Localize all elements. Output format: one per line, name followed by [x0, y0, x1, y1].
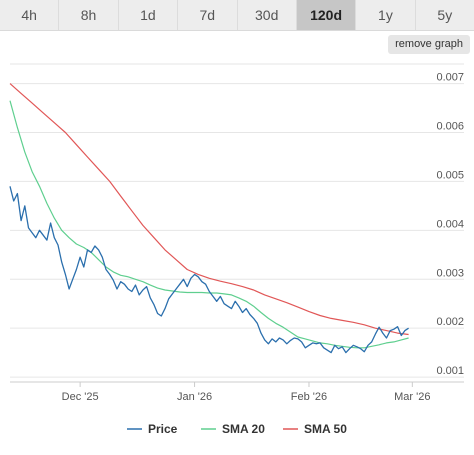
- remove-graph-button[interactable]: remove graph: [388, 35, 470, 54]
- y-tick-label: 0.005: [436, 169, 464, 181]
- legend-label: SMA 50: [304, 422, 347, 436]
- time-range-selector: 4h 8h 1d 7d 30d 120d 1y 5y: [0, 0, 474, 31]
- series-line-sma-50: [9, 83, 409, 336]
- y-tick-label: 0.002: [436, 316, 464, 328]
- legend-label: Price: [148, 422, 178, 436]
- y-tick-label: 0.006: [436, 120, 464, 132]
- legend-label: SMA 20: [222, 422, 265, 436]
- range-button-5y[interactable]: 5y: [437, 7, 453, 23]
- y-tick-label: 0.007: [436, 72, 464, 84]
- legend-item-sma-50[interactable]: SMA 50: [283, 422, 347, 436]
- range-button-120d[interactable]: 120d: [296, 0, 357, 30]
- y-tick-label: 0.004: [436, 218, 464, 230]
- x-tick-label: Mar '26: [394, 391, 430, 403]
- y-axis: 0.001 0.002 0.003 0.004 0.005 0.006 0.007: [436, 72, 464, 378]
- range-button-7d[interactable]: 7d: [178, 0, 238, 30]
- range-button-1y[interactable]: 1y: [356, 0, 416, 30]
- range-button-30d[interactable]: 30d: [238, 0, 297, 30]
- legend-item-sma-20[interactable]: SMA 20: [201, 422, 265, 436]
- x-axis: Dec '25 Jan '26 Feb '26 Mar '26: [62, 382, 430, 403]
- x-tick-label: Feb '26: [291, 391, 327, 403]
- range-button-8h[interactable]: 8h: [59, 0, 119, 30]
- range-button-4h[interactable]: 4h: [0, 0, 60, 30]
- range-button-1d[interactable]: 1d: [119, 0, 179, 30]
- y-tick-label: 0.001: [436, 365, 464, 377]
- x-tick-label: Jan '26: [177, 391, 212, 403]
- series-lines: [9, 83, 409, 354]
- y-tick-label: 0.003: [436, 267, 464, 279]
- legend-item-price[interactable]: Price: [127, 422, 178, 436]
- legend[interactable]: Price SMA 20 SMA 50: [127, 422, 347, 436]
- grid-lines: [10, 63, 464, 378]
- x-tick-label: Dec '25: [62, 391, 99, 403]
- series-line-price: [9, 186, 409, 354]
